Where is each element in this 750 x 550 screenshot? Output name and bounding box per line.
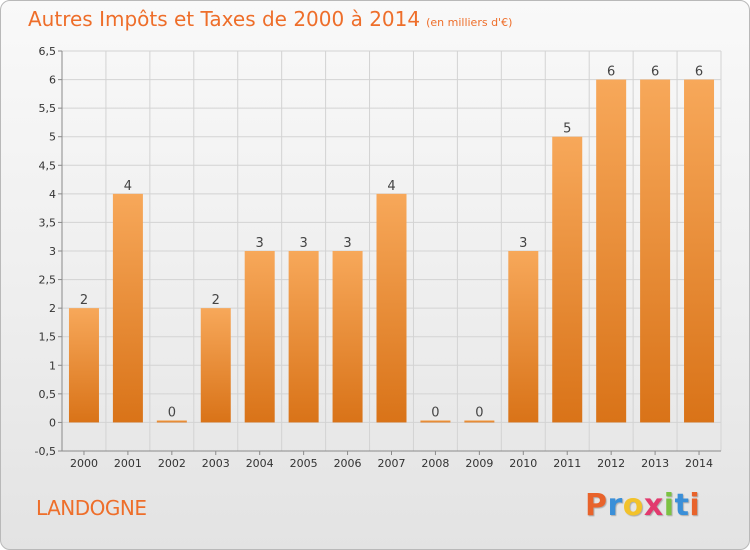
x-tick-label-2000: 2000 [70, 457, 98, 470]
data-label-2008: 0 [431, 405, 439, 420]
bar-2008 [420, 420, 451, 423]
bar-2006 [332, 251, 363, 423]
y-tick-label: 0,5 [39, 388, 57, 401]
logo-letter: i [689, 488, 701, 523]
bar-2005 [288, 251, 319, 423]
x-tick-label-2006: 2006 [334, 457, 362, 470]
logo-letter: P [585, 488, 608, 523]
data-label-2014: 6 [695, 65, 703, 80]
x-tick-label-2007: 2007 [378, 457, 406, 470]
data-label-2005: 3 [299, 236, 307, 251]
data-label-2010: 3 [519, 236, 527, 251]
x-tick-label-2008: 2008 [421, 457, 449, 470]
proxiti-logo: Proxiti [585, 488, 700, 523]
data-label-2013: 6 [651, 65, 659, 80]
y-tick-label: 3 [49, 245, 56, 258]
bar-2007 [376, 193, 407, 423]
chart-title-block: Autres Impôts et Taxes de 2000 à 2014 (en… [28, 7, 512, 31]
y-tick-label: 5 [49, 131, 56, 144]
data-label-2004: 3 [256, 236, 264, 251]
x-tick-label-2014: 2014 [685, 457, 713, 470]
logo-letter: t [674, 488, 690, 523]
x-tick-label-2011: 2011 [553, 457, 581, 470]
data-label-2006: 3 [343, 236, 351, 251]
y-tick-label: 1 [49, 359, 56, 372]
data-label-2007: 4 [387, 179, 395, 194]
y-tick-label: 4,5 [39, 159, 57, 172]
commune-name: LANDOGNE [36, 496, 147, 520]
logo-letter: r [607, 488, 623, 523]
data-label-2001: 4 [124, 179, 132, 194]
bar-2012 [596, 79, 627, 423]
logo-letter: x [643, 488, 664, 523]
bar-2001 [112, 193, 143, 423]
data-label-2003: 2 [212, 293, 220, 308]
y-tick-label: -0,5 [35, 445, 56, 458]
bar-2004 [244, 251, 275, 423]
x-tick-label-2004: 2004 [246, 457, 274, 470]
x-tick-label-2003: 2003 [202, 457, 230, 470]
bar-2009 [464, 420, 495, 423]
labels: -0,500,511,522,533,544,555,566,522000420… [35, 45, 714, 470]
x-tick-label-2005: 2005 [290, 457, 318, 470]
x-tick-label-2010: 2010 [509, 457, 537, 470]
bar-2011 [552, 136, 583, 423]
x-tick-label-2009: 2009 [465, 457, 493, 470]
bar-2010 [508, 251, 539, 423]
data-label-2000: 2 [80, 293, 88, 308]
y-tick-label: 2 [49, 302, 56, 315]
bar-2013 [640, 79, 671, 423]
y-tick-label: 6,5 [39, 45, 57, 58]
chart-title: Autres Impôts et Taxes de 2000 à 2014 [28, 7, 421, 31]
data-label-2009: 0 [475, 405, 483, 420]
y-tick-label: 5,5 [39, 102, 57, 115]
bar-2002 [156, 420, 187, 423]
y-tick-label: 6 [49, 74, 56, 87]
x-tick-label-2012: 2012 [597, 457, 625, 470]
data-label-2002: 0 [168, 405, 176, 420]
bar-2014 [684, 79, 715, 423]
x-tick-label-2001: 2001 [114, 457, 142, 470]
y-tick-label: 1,5 [39, 331, 57, 344]
bar-2003 [200, 308, 231, 423]
y-tick-label: 0 [49, 416, 56, 429]
data-label-2012: 6 [607, 65, 615, 80]
chart-unit-label: (en milliers d'€) [426, 16, 513, 29]
bar-2000 [68, 308, 99, 423]
y-tick-label: 4 [49, 188, 56, 201]
axes [58, 50, 721, 455]
y-tick-label: 2,5 [39, 274, 57, 287]
x-tick-label-2013: 2013 [641, 457, 669, 470]
x-tick-label-2002: 2002 [158, 457, 186, 470]
bars [68, 79, 715, 423]
logo-letter: i [663, 488, 675, 523]
y-tick-label: 3,5 [39, 216, 57, 229]
data-label-2011: 5 [563, 122, 571, 137]
logo-letter: o [622, 488, 644, 523]
